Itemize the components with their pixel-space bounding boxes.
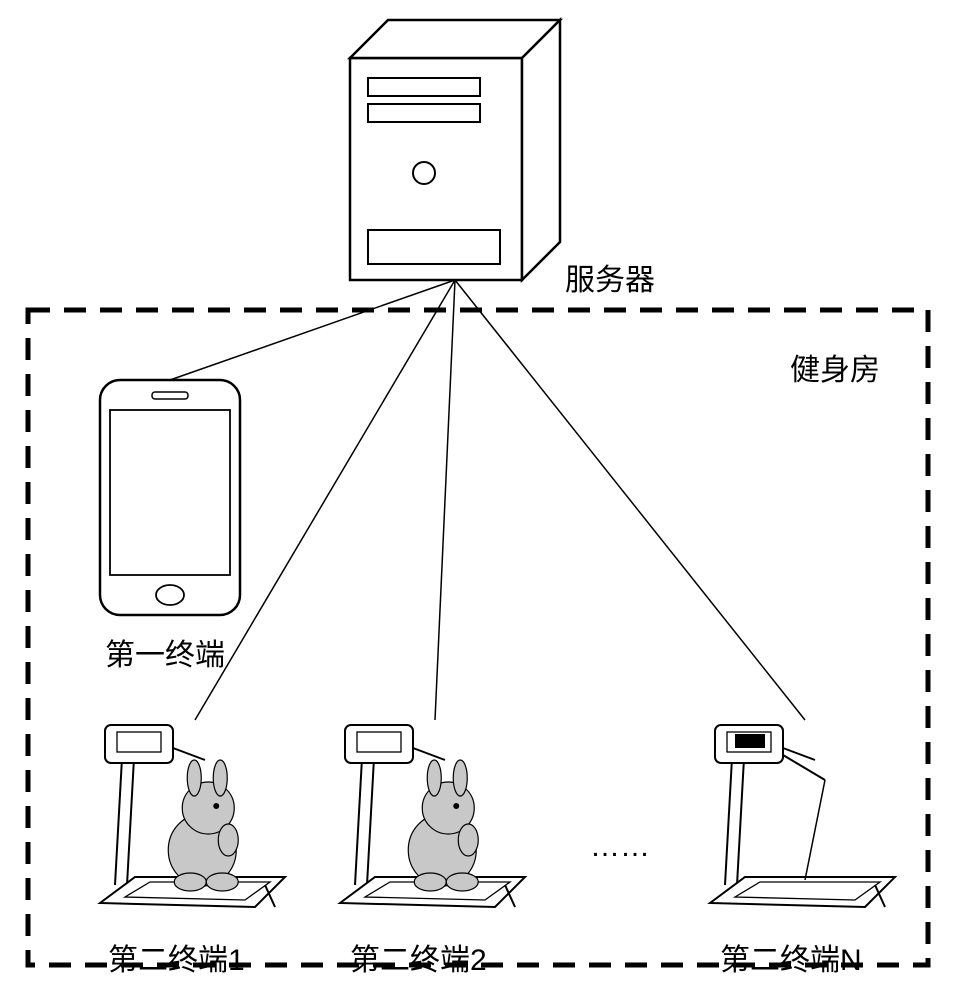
gym-label: 健身房 bbox=[790, 345, 880, 389]
treadmill-n-label: 第二终端N bbox=[720, 935, 862, 979]
ellipsis-label: …… bbox=[590, 830, 650, 864]
diagram-canvas: 服务器 健身房 第一终端 第二终端1 第二终端2 第二终端N …… bbox=[0, 0, 957, 1000]
treadmill-2-label: 第二终端2 bbox=[350, 935, 487, 979]
treadmill-icon-3 bbox=[710, 725, 895, 907]
phone-label: 第一终端 bbox=[105, 630, 225, 674]
connection-line-1 bbox=[170, 280, 455, 380]
diagram-svg bbox=[0, 0, 957, 1000]
server-label: 服务器 bbox=[565, 255, 655, 299]
phone-icon bbox=[100, 380, 240, 615]
bunny-icon-1 bbox=[168, 760, 238, 891]
server-icon bbox=[350, 20, 560, 280]
connection-line-4 bbox=[455, 280, 805, 720]
bunny-icon-2 bbox=[408, 760, 478, 891]
treadmill-icon-1 bbox=[100, 725, 285, 907]
connection-line-3 bbox=[435, 280, 455, 720]
treadmill-1-label: 第二终端1 bbox=[108, 935, 245, 979]
treadmill-icon-2 bbox=[340, 725, 525, 907]
